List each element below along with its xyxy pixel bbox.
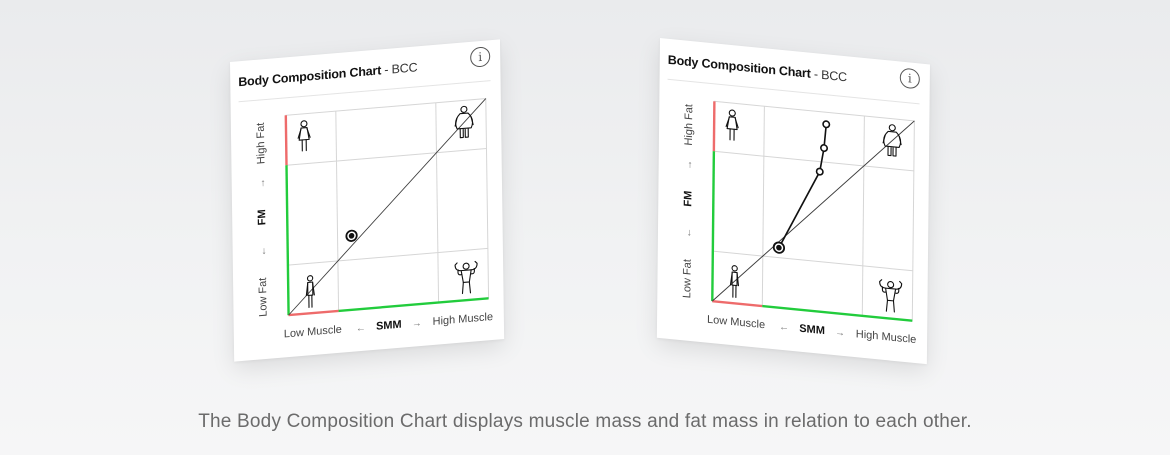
icon-slot-bottom-left xyxy=(729,265,740,298)
current-point xyxy=(776,244,782,251)
diagonal-reference-line xyxy=(711,120,915,302)
x-label-high-muscle: High Muscle xyxy=(856,328,917,346)
y-arrow-up: → xyxy=(684,159,695,170)
x-arrow-left: ← xyxy=(779,322,789,334)
x-arrow-right: → xyxy=(835,327,845,339)
y-label-low-fat: Low Fat xyxy=(681,259,693,299)
x-arrow-right: → xyxy=(412,318,422,330)
diagonal-reference-line xyxy=(288,98,487,316)
x-arrow-left: ← xyxy=(356,323,366,335)
x-axis-bad-zone xyxy=(288,309,339,317)
y-axis-bad-zone xyxy=(712,101,716,152)
bcc-card-right: Body Composition Chart - BCC i High Fat →… xyxy=(656,38,930,365)
overweight-person-icon xyxy=(882,124,902,157)
x-axis-bad-zone xyxy=(712,299,763,308)
overweight-person-icon xyxy=(454,105,474,139)
x-label-smm: SMM xyxy=(799,323,825,337)
y-label-fm: FM xyxy=(256,209,268,226)
history-point xyxy=(815,167,824,176)
icon-slot-top-right xyxy=(882,124,902,157)
grid-line-horizontal xyxy=(287,247,488,266)
icon-slot-top-left xyxy=(297,120,311,152)
caption: The Body Composition Chart displays musc… xyxy=(198,411,972,432)
y-axis-bad-zone xyxy=(284,115,288,166)
grid-line-horizontal xyxy=(713,150,914,172)
icon-slot-bottom-right xyxy=(454,260,478,295)
card-title: Body Composition Chart - BCC xyxy=(238,60,418,90)
y-arrow-up: → xyxy=(257,178,268,189)
lean-woman-icon xyxy=(725,109,739,141)
icon-slot-bottom-left xyxy=(305,275,315,308)
card-title: Body Composition Chart - BCC xyxy=(667,52,847,85)
muscular-person-icon xyxy=(454,260,478,295)
grid-line-vertical xyxy=(435,102,440,303)
x-label-high-muscle: High Muscle xyxy=(433,311,494,328)
history-line xyxy=(778,124,828,249)
y-label-high-fat: High Fat xyxy=(255,122,268,164)
grid-line-horizontal xyxy=(712,250,913,272)
icon-slot-top-left xyxy=(725,109,739,141)
x-label-low-muscle: Low Muscle xyxy=(707,314,765,332)
x-axis-good-zone xyxy=(762,304,913,322)
x-label-smm: SMM xyxy=(376,319,402,333)
y-label-low-fat: Low Fat xyxy=(257,277,270,317)
thin-person-icon xyxy=(729,265,740,298)
bcc-chart-right: High Fat → FM ← Low Fat Low Muscle ← SMM → High M… xyxy=(681,100,917,346)
info-icon[interactable]: i xyxy=(470,46,491,68)
y-arrow-down: ← xyxy=(683,227,694,238)
grid-line-horizontal xyxy=(286,147,487,166)
info-icon[interactable]: i xyxy=(899,67,920,90)
bcc-card-left: Body Composition Chart - BCC i High Fat →… xyxy=(230,39,505,362)
y-label-fm: FM xyxy=(682,190,694,207)
grid-line-vertical xyxy=(861,115,865,316)
bcc-chart-left: High Fat → FM ← Low Fat Low Muscle ← SMM → High M… xyxy=(255,98,494,341)
thin-person-icon xyxy=(305,275,315,308)
x-label-low-muscle: Low Muscle xyxy=(284,324,342,341)
x-axis-good-zone xyxy=(338,297,489,313)
muscular-person-icon xyxy=(879,279,903,313)
lean-woman-icon xyxy=(297,120,311,152)
grid-line-vertical xyxy=(335,111,340,311)
y-axis-good-zone xyxy=(285,165,290,316)
history-point xyxy=(822,120,831,129)
grid-line-vertical xyxy=(761,106,765,307)
icon-slot-top-right xyxy=(454,105,474,139)
y-arrow-down: ← xyxy=(258,246,269,257)
icon-slot-bottom-right xyxy=(879,279,903,313)
history-point xyxy=(820,144,829,153)
y-label-high-fat: High Fat xyxy=(683,104,695,147)
y-axis-good-zone xyxy=(711,151,716,302)
current-point xyxy=(348,233,355,239)
